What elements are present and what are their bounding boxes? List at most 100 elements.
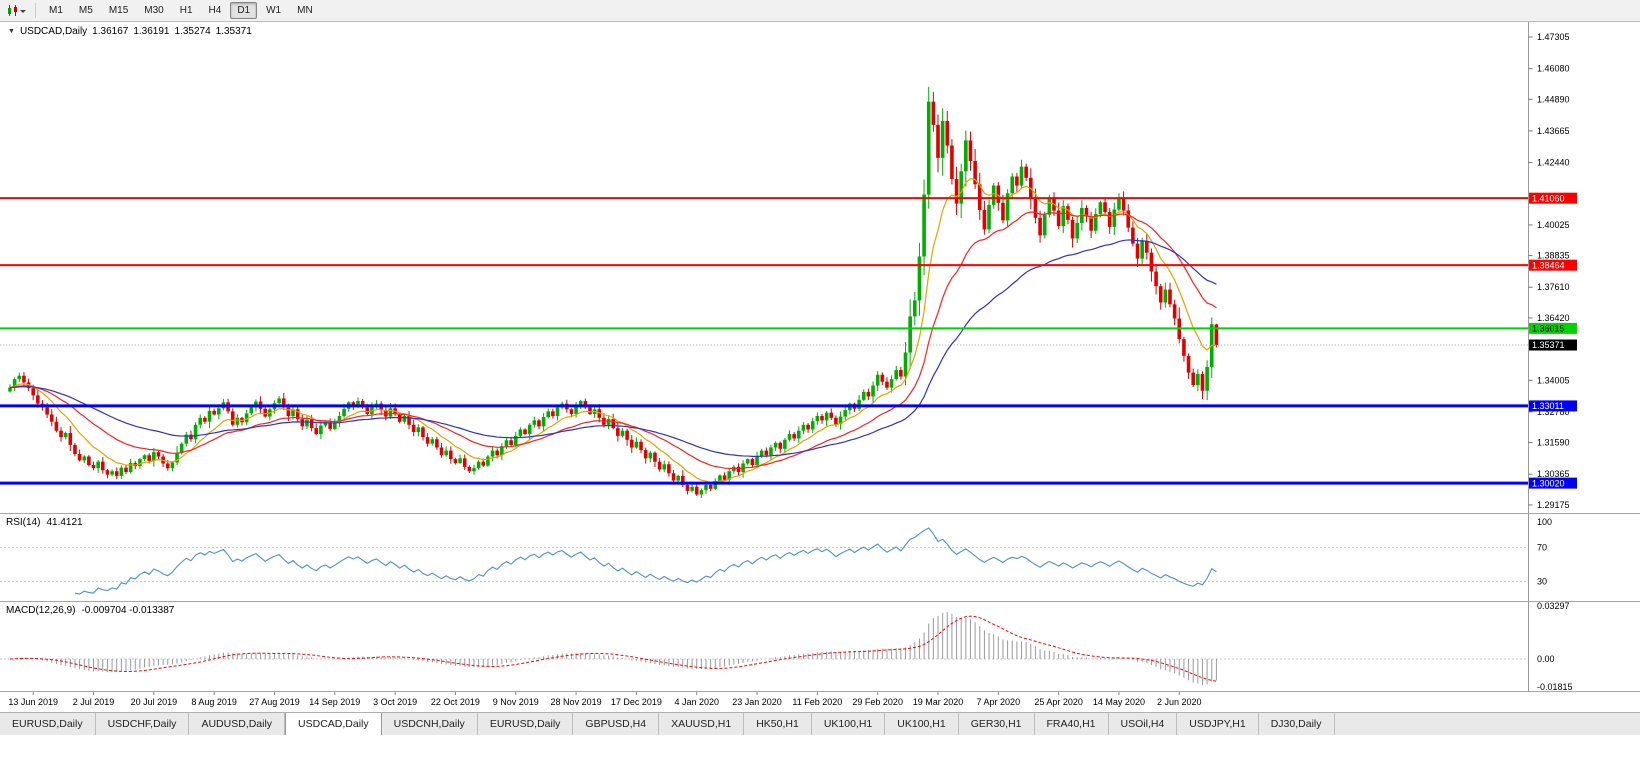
date-tick-label: 20 Jul 2019 (131, 697, 178, 707)
rsi-label: RSI(14) 41.4121 (6, 517, 83, 528)
price-badge-1.41060 (1529, 192, 1577, 204)
macd-values: -0.009704 -0.013387 (81, 605, 175, 616)
price-tick-label: 1.42440 (1537, 158, 1570, 168)
date-tick-label: 4 Jan 2020 (674, 697, 719, 707)
date-tick-label: 29 Feb 2020 (852, 697, 903, 707)
date-tick-label: 2 Jul 2019 (73, 697, 115, 707)
date-tick-label: 17 Dec 2019 (611, 697, 662, 707)
macd-signal-line (9, 615, 1217, 682)
price-tick-label: 1.36420 (1537, 313, 1570, 323)
chart-canvas[interactable]: 1.47305 1.46080 1.44890 1.43665 1.42440 1.400… (0, 22, 1640, 712)
price-badge-1.38464 (1529, 259, 1577, 271)
price-badge-1.30020 (1529, 477, 1577, 489)
chart-tab-15[interactable]: DJ30,Daily (1258, 713, 1335, 735)
chart-tab-6[interactable]: GBPUSD,H4 (573, 713, 660, 735)
price-tick-label: 1.46080 (1537, 64, 1570, 74)
rsi-scale-label: 70 (1537, 543, 1547, 553)
timeframe-d1-button[interactable]: D1 (230, 2, 258, 19)
ma-25-line (9, 211, 1217, 470)
timeframe-h4-button[interactable]: H4 (208, 5, 222, 16)
timeframe-buttons: M1 M5 M15 M30 H1 H4 D1 W1 MN (41, 2, 321, 19)
svg-text:1.38464: 1.38464 (1532, 260, 1565, 270)
date-tick-label: 14 May 2020 (1093, 697, 1145, 707)
timeframe-m1-button[interactable]: M1 (49, 5, 63, 16)
price-tick-label: 1.31590 (1537, 438, 1570, 448)
chart-tab-14[interactable]: USDJPY,H1 (1177, 713, 1259, 735)
chart-tab-5[interactable]: EURUSD,Daily (477, 713, 574, 735)
timeframe-m30-button[interactable]: M30 (144, 5, 164, 16)
macd-scale-label: 0.03297 (1537, 601, 1570, 611)
timeframe-h1-button[interactable]: H1 (179, 5, 193, 16)
date-tick-label: 27 Aug 2019 (249, 697, 300, 707)
price-tick-label: 1.37610 (1537, 282, 1570, 292)
date-tick-label: 11 Feb 2020 (792, 697, 842, 707)
chevron-down-icon (20, 9, 26, 13)
date-tick-label: 14 Sep 2019 (309, 697, 360, 707)
header-symbol: USDCAD,Daily (19, 26, 88, 37)
date-tick-label: 23 Jan 2020 (732, 697, 782, 707)
chart-type-icon[interactable] (6, 4, 28, 18)
macd-name: MACD(12,26,9) (6, 605, 76, 616)
price-tick-label: 1.32780 (1537, 407, 1570, 417)
header-high: 1.36191 (133, 26, 170, 37)
chart-tabs: EURUSD,Daily USDCHF,Daily AUDUSD,Daily USDC… (0, 712, 1640, 735)
price-tick-label: 1.30365 (1537, 469, 1570, 479)
chart-tab-13[interactable]: USOil,H4 (1108, 713, 1178, 735)
date-tick-label: 28 Nov 2019 (551, 697, 602, 707)
chart-tab-2[interactable]: AUDUSD,Daily (189, 713, 286, 735)
macd-panel-layer (0, 612, 1528, 685)
rsi-value: 41.4121 (46, 517, 83, 528)
price-tick-label: 1.44890 (1537, 94, 1570, 104)
svg-text:1.41060: 1.41060 (1532, 193, 1565, 203)
rsi-line (74, 527, 1217, 595)
chart-tab-3[interactable]: USDCAD,Daily (285, 713, 382, 735)
price-tick-label: 1.40025 (1537, 220, 1570, 230)
date-tick-label: 3 Oct 2019 (373, 697, 417, 707)
chart-tab-4[interactable]: USDCNH,Daily (381, 713, 478, 735)
timeframe-w1-button[interactable]: W1 (266, 5, 282, 16)
timeframe-mn-button[interactable]: MN (297, 5, 313, 16)
bottom-strip (0, 735, 1640, 760)
chart-tab-0[interactable]: EURUSD,Daily (0, 713, 96, 735)
date-tick-label: 13 Jun 2019 (8, 697, 58, 707)
candlestick-glyph (8, 4, 26, 16)
ma-10-line (9, 178, 1217, 484)
macd-label: MACD(12,26,9) -0.009704 -0.013387 (6, 605, 174, 616)
svg-text:1.35371: 1.35371 (1532, 340, 1565, 350)
toolbar-separator (35, 3, 36, 18)
svg-text:1.36015: 1.36015 (1532, 324, 1565, 334)
price-tick-label: 1.47305 (1537, 32, 1570, 42)
price-tick-label: 1.29175 (1537, 500, 1570, 510)
timeframe-m5-button[interactable]: M5 (78, 5, 93, 16)
chart-tab-9[interactable]: UK100,H1 (811, 713, 886, 735)
chart-tab-11[interactable]: GER30,H1 (958, 713, 1035, 735)
macd-scale-label: -0.01815 (1537, 682, 1573, 692)
date-tick-label: 22 Oct 2019 (431, 697, 480, 707)
timeframe-m15-button[interactable]: M15 (108, 5, 129, 16)
header-low: 1.35274 (174, 26, 211, 37)
chart-tab-12[interactable]: FRA40,H1 (1034, 713, 1109, 735)
chart-tab-7[interactable]: XAUUSD,H1 (659, 713, 745, 735)
price-tick-label: 1.34005 (1537, 375, 1570, 385)
chart-tab-1[interactable]: USDCHF,Daily (95, 713, 190, 735)
price-tick-label: 1.38835 (1537, 251, 1570, 261)
chart-tab-8[interactable]: HK50,H1 (744, 713, 812, 735)
date-tick-label: 19 Mar 2020 (913, 697, 964, 707)
symbol-ohlc-header: ▼ USDCAD,Daily 1.36167 1.36191 1.35274 1… (8, 26, 252, 37)
top-toolbar: M1 M5 M15 M30 H1 H4 D1 W1 MN (0, 0, 1640, 22)
date-tick-label: 9 Nov 2019 (493, 697, 539, 707)
rsi-scale-label: 30 (1537, 577, 1547, 587)
date-tick-label: 7 Apr 2020 (977, 697, 1021, 707)
price-badge-1.36015 (1529, 322, 1577, 334)
ma-52-line (9, 239, 1217, 458)
price-tick-label: 1.43665 (1537, 126, 1570, 136)
chart-tab-10[interactable]: UK100,H1 (885, 713, 959, 735)
svg-text:1.33011: 1.33011 (1532, 401, 1564, 411)
macd-scale-label: 0.00 (1537, 654, 1555, 664)
chart-area[interactable]: 1.47305 1.46080 1.44890 1.43665 1.42440 1.400… (0, 22, 1640, 712)
current-price-badge (1529, 339, 1577, 351)
symbol-dropdown-icon[interactable]: ▼ (8, 28, 15, 35)
rsi-panel-layer (0, 527, 1528, 595)
date-tick-label: 2 Jun 2020 (1157, 697, 1202, 707)
